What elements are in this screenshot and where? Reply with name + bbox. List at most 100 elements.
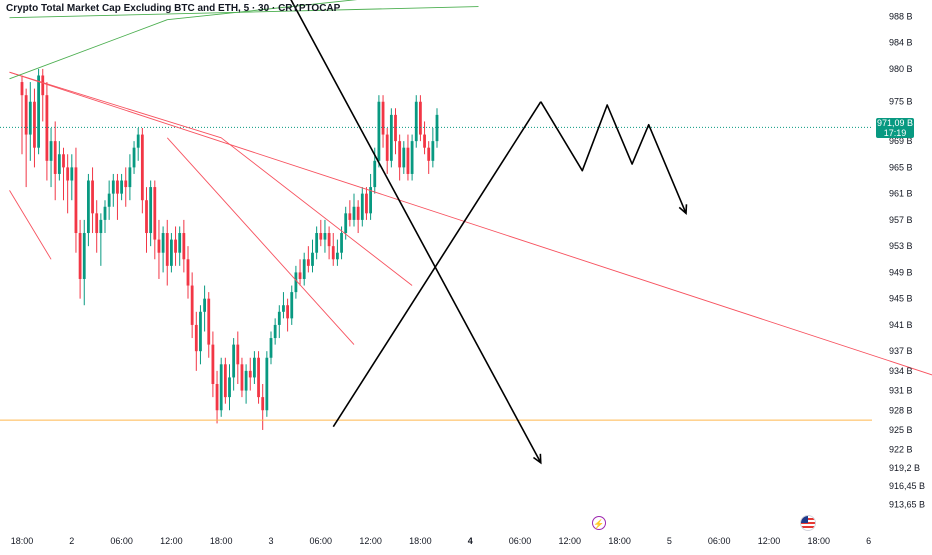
candle-body — [311, 253, 314, 266]
candle-body — [108, 194, 111, 207]
candle-body — [402, 148, 405, 168]
candle-body — [120, 181, 123, 194]
last-price-value: 971,09 B — [876, 118, 914, 128]
candle-body — [286, 305, 289, 318]
candle-body — [373, 161, 376, 187]
x-tick-label: 06:00 — [509, 536, 532, 546]
candle-body — [141, 135, 144, 201]
candles — [21, 69, 439, 430]
x-tick-label: 06:00 — [708, 536, 731, 546]
candle-body — [427, 148, 430, 161]
candle-body — [282, 305, 285, 312]
candle-body — [270, 338, 273, 358]
y-tick-label: 913,65 B — [889, 499, 925, 509]
x-tick-label: 12:00 — [758, 536, 781, 546]
candle-body — [324, 233, 327, 240]
candle-body — [236, 345, 239, 365]
candle-body — [290, 292, 293, 318]
y-tick-label: 953 B — [889, 241, 913, 251]
x-tick-label: 18:00 — [210, 536, 233, 546]
x-tick-label: 12:00 — [160, 536, 183, 546]
projection-line — [333, 102, 541, 427]
candle-body — [224, 364, 227, 397]
candle-body — [104, 207, 107, 220]
candle-body — [415, 102, 418, 141]
candle-body — [149, 187, 152, 233]
y-tick-label: 949 B — [889, 267, 913, 277]
candle-body — [191, 286, 194, 325]
candle-body — [348, 213, 351, 220]
candle-body — [328, 233, 331, 246]
y-tick-label: 961 B — [889, 189, 913, 199]
candle-body — [394, 115, 397, 141]
trend-lines[interactable] — [0, 0, 932, 463]
candle-body — [431, 141, 434, 161]
candle-body — [182, 233, 185, 259]
candle-body — [407, 148, 410, 174]
candle-body — [112, 181, 115, 194]
candle-body — [315, 233, 318, 253]
candle-body — [46, 95, 49, 161]
candle-body — [158, 240, 161, 253]
chart-title: Crypto Total Market Cap Excluding BTC an… — [6, 3, 340, 14]
candle-body — [344, 213, 347, 233]
candle-body — [137, 135, 140, 148]
x-tick-label: 18:00 — [608, 536, 631, 546]
candle-body — [170, 240, 173, 266]
last-price-tag: 971,09 B 17:19 — [876, 118, 914, 138]
candle-body — [398, 141, 401, 167]
lightning-icon[interactable]: ⚡ — [592, 516, 606, 530]
candle-body — [212, 345, 215, 384]
candle-body — [336, 253, 339, 260]
candle-body — [257, 358, 260, 397]
x-tick-label: 18:00 — [409, 536, 432, 546]
candle-body — [87, 181, 90, 234]
x-tick-label: 12:00 — [559, 536, 582, 546]
candle-body — [423, 135, 426, 148]
x-tick-label: 06:00 — [110, 536, 133, 546]
candle-body — [70, 167, 73, 180]
y-tick-label: 988 B — [889, 11, 913, 21]
resistance-line — [10, 72, 413, 285]
candle-body — [203, 299, 206, 312]
candle-body — [166, 233, 169, 266]
x-tick-label: 12:00 — [359, 536, 382, 546]
candle-body — [95, 213, 98, 233]
candle-body — [274, 325, 277, 338]
x-tick-label: 6 — [866, 536, 871, 546]
y-tick-label: 937 B — [889, 346, 913, 356]
y-tick-label: 919,2 B — [889, 463, 920, 473]
candle-body — [390, 115, 393, 161]
candle-body — [365, 194, 368, 214]
us-flag-icon[interactable] — [800, 515, 816, 531]
candle-body — [207, 299, 210, 345]
candle-body — [133, 148, 136, 168]
y-tick-label: 975 B — [889, 97, 913, 107]
candle-body — [124, 181, 127, 188]
candle-body — [21, 82, 24, 95]
candle-body — [187, 259, 190, 285]
x-tick-label: 18:00 — [808, 536, 831, 546]
candle-body — [303, 259, 306, 279]
candle-body — [129, 167, 132, 187]
y-tick-label: 931 B — [889, 386, 913, 396]
candle-body — [33, 102, 36, 148]
candle-body — [261, 397, 264, 410]
candle-body — [54, 141, 57, 174]
candle-body — [307, 259, 310, 266]
x-tick-label: 5 — [667, 536, 672, 546]
candle-body — [91, 181, 94, 214]
candle-body — [99, 220, 102, 233]
candle-body — [29, 102, 32, 135]
candle-body — [253, 358, 256, 378]
candle-body — [116, 181, 119, 194]
candle-body — [228, 377, 231, 397]
candle-body — [386, 135, 389, 161]
candle-body — [145, 200, 148, 233]
x-tick-label: 2 — [69, 536, 74, 546]
candle-body — [353, 207, 356, 220]
y-tick-label: 916,45 B — [889, 481, 925, 491]
